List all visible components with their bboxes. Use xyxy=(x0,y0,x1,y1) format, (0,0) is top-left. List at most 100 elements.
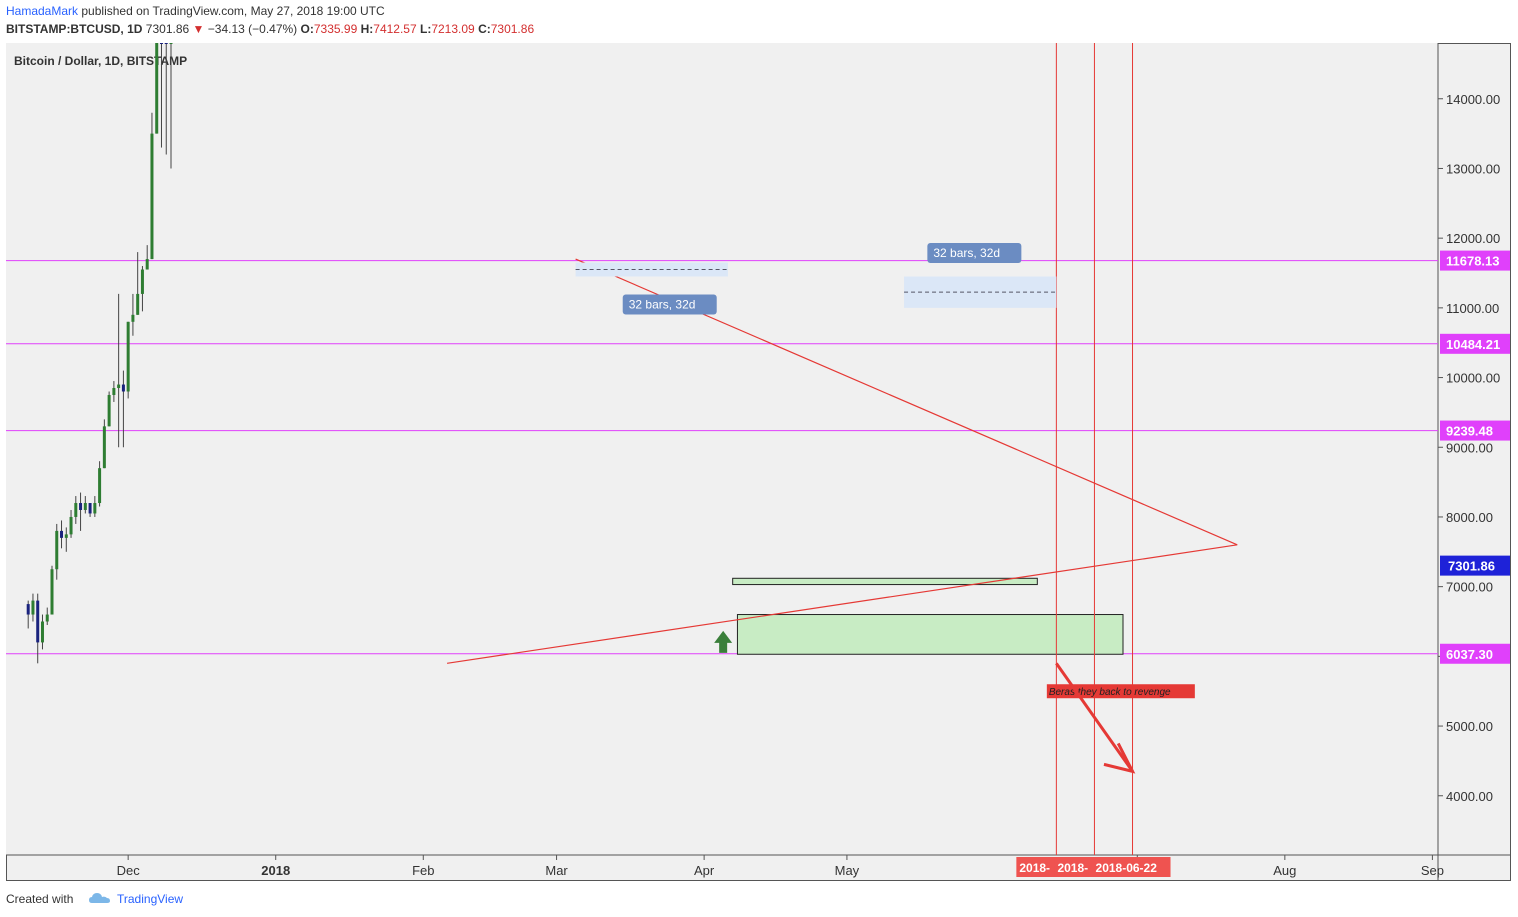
close-label: C: xyxy=(478,22,491,36)
symbol-label: BITSTAMP:BTCUSD, 1D xyxy=(6,22,143,36)
candle-body xyxy=(31,600,35,615)
candle-body xyxy=(36,600,40,643)
y-tick-label: 8000.00 xyxy=(1446,510,1493,525)
down-arrow-head xyxy=(1103,742,1136,774)
open-label: O: xyxy=(300,22,314,36)
candle-body xyxy=(169,43,173,44)
up-arrow-icon xyxy=(714,630,733,653)
candle-body xyxy=(126,321,130,392)
candle-body xyxy=(131,314,135,322)
y-tick-label: 10000.00 xyxy=(1446,371,1500,386)
high-label: H: xyxy=(360,22,374,36)
price-level-badge xyxy=(1440,420,1510,441)
measure-label-box xyxy=(927,242,1022,263)
date-badge xyxy=(1016,857,1057,877)
candle-body xyxy=(40,621,44,643)
measure-label-box xyxy=(622,294,717,315)
chart-header: HamadaMark published on TradingView.com,… xyxy=(0,0,1518,42)
date-badge xyxy=(1092,857,1171,877)
date-badge xyxy=(1054,857,1095,877)
high-value: 7412.57 xyxy=(373,22,417,36)
annotation-text: Beras they back to revenge xyxy=(1049,687,1171,698)
candle-body xyxy=(155,43,159,134)
candle-body xyxy=(107,394,111,427)
candle-body xyxy=(98,468,102,504)
candle-body xyxy=(74,503,78,517)
date-badge-label: 2018- xyxy=(1019,861,1050,875)
candle-body xyxy=(136,293,140,315)
candle-body xyxy=(164,43,168,44)
y-tick-label: 11000.00 xyxy=(1446,301,1499,316)
annotation-box xyxy=(1046,684,1195,699)
x-tick-label: Feb xyxy=(412,863,434,878)
x-tick-label: Apr xyxy=(694,863,715,878)
candle-body xyxy=(150,133,154,260)
price-level-label: 6037.30 xyxy=(1446,647,1493,662)
candle-body xyxy=(83,503,87,510)
date-badge-label: 2018- xyxy=(1057,861,1088,875)
tradingview-link[interactable]: TradingView xyxy=(117,892,184,906)
support-zone xyxy=(736,614,1124,655)
x-tick-label: Sep xyxy=(1421,863,1444,878)
publish-line: HamadaMark published on TradingView.com,… xyxy=(6,4,385,18)
measure-label: 32 bars, 32d xyxy=(629,298,696,312)
author-link[interactable]: HamadaMark xyxy=(6,4,79,18)
candle-body xyxy=(88,503,92,514)
candle-body xyxy=(102,426,106,469)
candle-body xyxy=(93,503,97,514)
plot-area xyxy=(6,43,1438,855)
low-value: 7213.09 xyxy=(431,22,475,36)
created-with-label: Created with xyxy=(6,892,74,906)
x-tick-label: 2018 xyxy=(261,863,290,878)
y-tick-label: 12000.00 xyxy=(1446,231,1500,246)
x-tick-label: Mar xyxy=(545,863,568,878)
price-level-label: 11678.13 xyxy=(1446,254,1500,269)
candle-body xyxy=(60,530,64,538)
candle-body xyxy=(140,269,144,294)
change-value: −34.13 (−0.47%) xyxy=(207,22,298,36)
price-level-label: 10484.21 xyxy=(1446,337,1500,352)
y-tick-label: 4000.00 xyxy=(1446,789,1493,804)
y-tick-label: 9000.00 xyxy=(1446,440,1493,455)
y-tick-label: 7000.00 xyxy=(1446,580,1493,595)
low-label: L: xyxy=(420,22,432,36)
candle-body xyxy=(112,388,116,395)
candle-body xyxy=(45,614,49,622)
last-price: 7301.86 xyxy=(145,22,190,36)
x-tick-label: Aug xyxy=(1273,863,1296,878)
candle-body xyxy=(159,43,163,44)
date-badge-label: 2018-06-22 xyxy=(1096,861,1158,875)
candle-body xyxy=(69,516,73,535)
support-zone xyxy=(732,577,1038,586)
down-triangle-icon: ▼ xyxy=(192,22,205,36)
published-text: published on TradingView.com, May 27, 20… xyxy=(81,4,385,18)
y-tick-label: 14000.00 xyxy=(1446,92,1500,107)
candle-body xyxy=(117,384,121,389)
candle-body xyxy=(121,384,125,392)
measure-label: 32 bars, 32d xyxy=(933,246,1000,260)
price-level-label: 9239.48 xyxy=(1446,424,1493,439)
x-tick-label: Dec xyxy=(117,863,141,878)
ohlc-line: BITSTAMP:BTCUSD, 1D 7301.86 ▼ −34.13 (−0… xyxy=(6,22,534,36)
y-tick-label: 5000.00 xyxy=(1446,719,1493,734)
open-value: 7335.99 xyxy=(313,22,358,36)
price-level-badge xyxy=(1440,250,1510,271)
price-level-badge xyxy=(1440,643,1510,664)
candle-body xyxy=(79,503,83,510)
price-level-badge xyxy=(1440,333,1510,354)
candle-body xyxy=(55,530,59,570)
candle-body xyxy=(50,569,54,615)
measure-range-box xyxy=(575,262,728,277)
price-chart[interactable]: 4000.005000.006000.007000.008000.009000.… xyxy=(6,43,1511,881)
tradingview-cloud-icon xyxy=(89,893,110,903)
y-tick-label: 13000.00 xyxy=(1446,161,1500,176)
chart-title: Bitcoin / Dollar, 1D, BITSTAMP xyxy=(14,54,187,68)
last-price-label: 7301.86 xyxy=(1448,559,1495,574)
close-value: 7301.86 xyxy=(490,22,535,36)
footer: Created with TradingView xyxy=(0,884,1518,917)
trend-line xyxy=(446,544,1238,664)
candle-body xyxy=(145,259,149,270)
x-tick-label: May xyxy=(835,863,860,878)
down-arrow xyxy=(1055,662,1134,773)
candle-body xyxy=(64,534,68,538)
